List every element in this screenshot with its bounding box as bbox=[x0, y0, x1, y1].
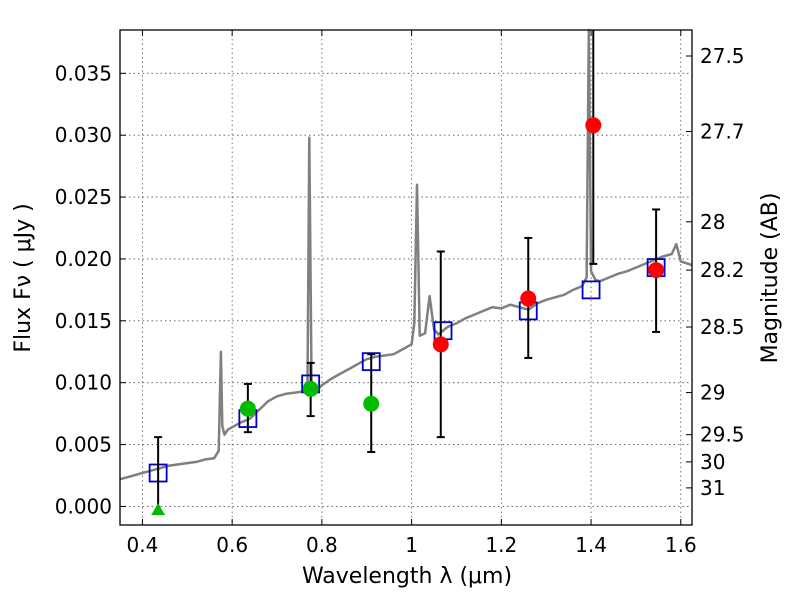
y-tick-label: 0.030 bbox=[55, 123, 112, 147]
right-tick-label: 28.5 bbox=[700, 315, 745, 339]
x-tick-label: 0.8 bbox=[306, 533, 338, 557]
right-tick-label: 30 bbox=[700, 450, 725, 474]
plot-frame bbox=[119, 29, 693, 526]
green-data-point bbox=[363, 395, 380, 412]
right-tick-label: 31 bbox=[700, 476, 725, 500]
right-axis-label: Magnitude (AB) bbox=[758, 193, 783, 364]
right-tick-label: 29 bbox=[700, 381, 725, 405]
x-tick-label: 1.6 bbox=[665, 533, 697, 557]
green-data-point bbox=[239, 400, 256, 417]
right-tick-label: 28.2 bbox=[700, 258, 745, 282]
tick-layer: 0.4 0.6 0.8 1 1.2 1.4 1.6 0.000 0.005 0.010 0.015 0… bbox=[55, 30, 745, 557]
y-axis-label: Flux Fν ( μJy ) bbox=[11, 203, 36, 352]
y-tick-label: 0.000 bbox=[55, 494, 112, 518]
right-tick-label: 27.5 bbox=[700, 44, 745, 68]
x-tick-label: 0.4 bbox=[127, 533, 159, 557]
grid-layer bbox=[120, 30, 692, 525]
x-tick-label: 0.6 bbox=[216, 533, 248, 557]
green-data-point bbox=[302, 380, 319, 397]
right-tick-label: 28 bbox=[700, 210, 725, 234]
x-tick-label: 1 bbox=[405, 533, 418, 557]
x-tick-label: 1.4 bbox=[575, 533, 607, 557]
right-tick-label: 27.7 bbox=[700, 119, 745, 143]
red-data-point bbox=[585, 117, 602, 134]
y-tick-label: 0.025 bbox=[55, 185, 112, 209]
x-axis-label: Wavelength λ (μm) bbox=[302, 564, 512, 589]
model-photometry-square bbox=[581, 280, 601, 300]
x-tick-label: 1.2 bbox=[485, 533, 517, 557]
red-data-point bbox=[648, 262, 665, 279]
y-tick-label: 0.005 bbox=[55, 433, 112, 457]
upper-limit-triangle bbox=[151, 503, 166, 516]
y-tick-label: 0.020 bbox=[55, 247, 112, 271]
right-tick-label: 29.5 bbox=[700, 423, 745, 447]
red-data-point bbox=[520, 290, 537, 307]
y-tick-label: 0.035 bbox=[55, 61, 112, 85]
series-layer bbox=[119, 28, 693, 516]
model-spectrum-line bbox=[119, 28, 693, 481]
y-tick-label: 0.015 bbox=[55, 309, 112, 333]
y-tick-label: 0.010 bbox=[55, 371, 112, 395]
red-data-point bbox=[432, 336, 449, 353]
